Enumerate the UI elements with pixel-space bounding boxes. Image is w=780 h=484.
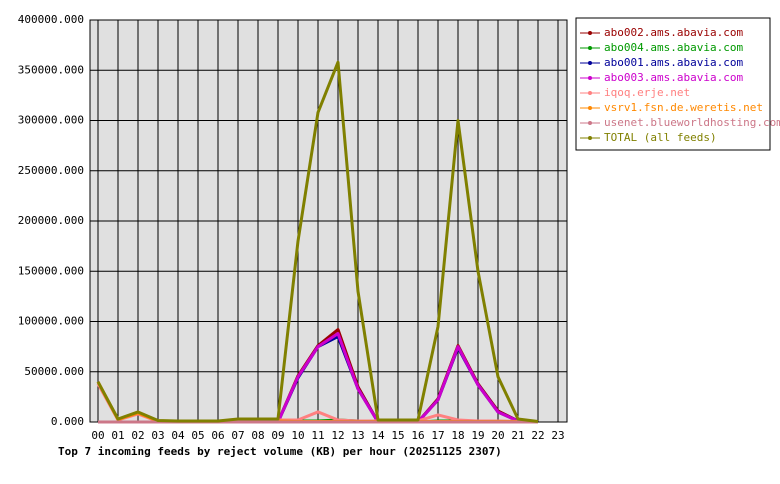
legend-marker: [588, 76, 592, 80]
legend-label: abo003.ams.abavia.com: [604, 71, 743, 84]
legend-label: vsrv1.fsn.de.weretis.net: [604, 101, 763, 114]
x-tick-label: 15: [391, 429, 404, 442]
x-tick-label: 07: [231, 429, 244, 442]
legend-marker: [588, 31, 592, 35]
x-tick-label: 01: [111, 429, 124, 442]
legend: [575, 17, 771, 151]
x-tick-label: 06: [211, 429, 224, 442]
legend-label: iqoq.erje.net: [604, 86, 690, 99]
y-tick-label: 250000.000: [18, 164, 84, 177]
y-tick-label: 100000.000: [18, 315, 84, 328]
x-tick-label: 17: [431, 429, 444, 442]
legend-marker: [588, 46, 592, 50]
legend-marker: [588, 61, 592, 65]
y-tick-label: 300000.000: [18, 114, 84, 127]
y-tick-label: 0.000: [51, 415, 84, 428]
x-tick-label: 11: [311, 429, 324, 442]
y-tick-label: 50000.000: [24, 365, 84, 378]
series-line: [96, 60, 539, 423]
legend-marker: [588, 91, 592, 95]
x-tick-label: 12: [331, 429, 344, 442]
y-tick-label: 350000.000: [18, 63, 84, 76]
legend-label: abo004.ams.abavia.com: [604, 41, 743, 54]
legend-label: abo002.ams.abavia.com: [604, 26, 743, 39]
x-tick-label: 14: [371, 429, 385, 442]
legend-marker: [588, 106, 592, 110]
legend-label: abo001.ams.abavia.com: [604, 56, 743, 69]
x-tick-label: 13: [351, 429, 364, 442]
x-tick-label: 23: [551, 429, 564, 442]
x-tick-label: 02: [131, 429, 144, 442]
x-tick-label: 21: [511, 429, 524, 442]
x-tick-label: 03: [151, 429, 164, 442]
legend-marker: [588, 136, 592, 140]
legend-marker: [588, 121, 592, 125]
x-tick-label: 00: [91, 429, 104, 442]
x-tick-label: 18: [451, 429, 464, 442]
legend-label: TOTAL (all feeds): [604, 131, 717, 144]
y-tick-label: 150000.000: [18, 264, 84, 277]
chart-title: Top 7 incoming feeds by reject volume (K…: [58, 445, 502, 458]
y-tick-label: 400000.000: [18, 13, 84, 26]
x-tick-label: 19: [471, 429, 484, 442]
x-tick-label: 20: [491, 429, 504, 442]
legend-label: usenet.blueworldhosting.com: [604, 116, 780, 129]
x-tick-label: 08: [251, 429, 264, 442]
x-tick-label: 05: [191, 429, 204, 442]
x-tick-label: 16: [411, 429, 424, 442]
x-tick-label: 10: [291, 429, 304, 442]
x-tick-label: 22: [531, 429, 544, 442]
x-tick-label: 04: [171, 429, 185, 442]
x-tick-label: 09: [271, 429, 284, 442]
y-tick-label: 200000.000: [18, 214, 84, 227]
